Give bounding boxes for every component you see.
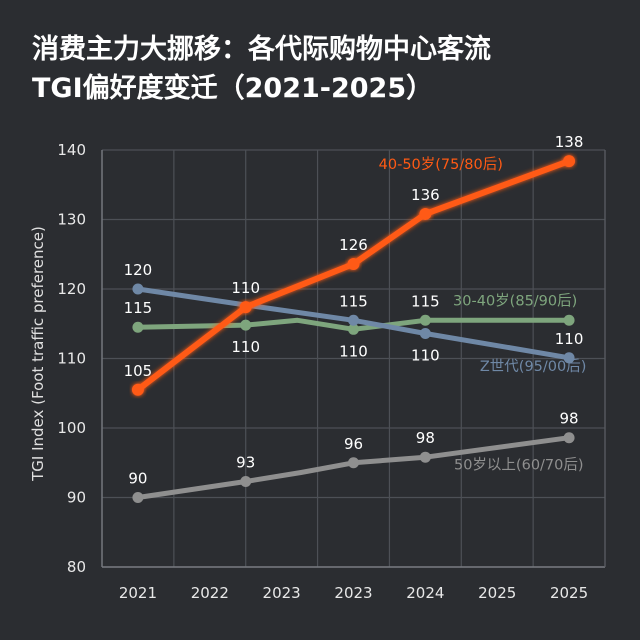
data-point-marker bbox=[348, 323, 359, 335]
data-point-marker bbox=[348, 314, 359, 326]
data-label: 110 bbox=[555, 330, 584, 348]
y-tick-label: 140 bbox=[57, 141, 86, 159]
y-axis-label: TGI Index (Foot traffic preference) bbox=[29, 226, 47, 482]
data-point-marker bbox=[240, 319, 252, 331]
data-label: 110 bbox=[339, 342, 368, 360]
data-label: 138 bbox=[555, 133, 584, 151]
data-label: 98 bbox=[416, 429, 435, 447]
x-tick-label: 2023 bbox=[263, 584, 301, 602]
data-point-marker bbox=[419, 327, 431, 339]
data-point-marker bbox=[132, 492, 144, 503]
data-point-marker bbox=[563, 432, 575, 444]
data-label: 110 bbox=[411, 346, 440, 364]
data-label: 115 bbox=[124, 299, 153, 317]
x-tick-label: 2025 bbox=[550, 584, 588, 602]
y-tick-label: 90 bbox=[67, 489, 86, 507]
series-line bbox=[135, 317, 572, 332]
y-tick-label: 130 bbox=[57, 211, 86, 229]
data-label: 120 bbox=[124, 261, 153, 279]
data-point-marker bbox=[131, 383, 144, 396]
chart-title-line2: TGI偏好度变迁（2021-2025） bbox=[32, 73, 434, 104]
axes: 80 90 100 110 120 130 140 2021 2022 2023 2023 2024 2… bbox=[29, 141, 606, 602]
data-point-marker bbox=[132, 321, 144, 333]
chart-title: 消费主力大挪移：各代际购物中心客流 TGI偏好度变迁（2021-2025） bbox=[32, 30, 491, 108]
data-label: 93 bbox=[236, 454, 255, 472]
data-label: 90 bbox=[128, 470, 147, 488]
series-name-label: 50岁以上(60/70后) bbox=[454, 457, 584, 474]
data-point-marker bbox=[563, 314, 575, 326]
data-label: 98 bbox=[560, 410, 579, 428]
series-2 bbox=[132, 314, 575, 335]
data-point-marker bbox=[239, 301, 252, 314]
y-tick-label: 80 bbox=[67, 558, 86, 576]
y-tick-label: 110 bbox=[57, 350, 86, 368]
series-1 bbox=[132, 283, 575, 364]
series-3 bbox=[132, 432, 575, 503]
data-label: 105 bbox=[124, 362, 153, 380]
data-point-marker bbox=[419, 314, 431, 326]
y-tick-label: 120 bbox=[57, 280, 86, 298]
x-tick-label: 2025 bbox=[478, 584, 516, 602]
data-label: 136 bbox=[411, 186, 440, 204]
data-label: 110 bbox=[231, 279, 260, 297]
data-label: 96 bbox=[344, 435, 363, 453]
data-point-marker bbox=[348, 457, 359, 469]
data-label: 115 bbox=[339, 292, 368, 310]
chart-title-line1: 消费主力大挪移：各代际购物中心客流 bbox=[32, 34, 491, 65]
data-label: 126 bbox=[339, 236, 368, 254]
x-tick-label: 2024 bbox=[406, 584, 444, 602]
data-point-marker bbox=[563, 155, 576, 168]
data-point-marker bbox=[419, 207, 432, 220]
x-tick-label: 2021 bbox=[119, 584, 157, 602]
series-name-label: Z世代(95/00后) bbox=[480, 358, 587, 375]
data-point-marker bbox=[419, 451, 431, 463]
x-tick-label: 2022 bbox=[191, 584, 229, 602]
data-point-marker bbox=[240, 476, 252, 488]
data-point-marker bbox=[347, 257, 360, 270]
series-name-label: 30-40岁(85/90后) bbox=[453, 293, 577, 310]
data-label: 110 bbox=[231, 338, 260, 356]
series-group bbox=[131, 155, 576, 503]
series-name-label: 40-50岁(75/80后) bbox=[379, 156, 503, 173]
x-tick-label: 2023 bbox=[334, 584, 372, 602]
series-line bbox=[135, 435, 572, 500]
y-tick-label: 100 bbox=[57, 419, 86, 437]
data-labels: 90 93 96 98 98 50岁以上(60/70后) 115 110 110 115 30-40… bbox=[124, 133, 587, 487]
data-point-marker bbox=[132, 283, 144, 295]
data-point-marker bbox=[563, 352, 575, 364]
series-0 bbox=[131, 155, 576, 396]
data-label: 115 bbox=[411, 292, 440, 310]
